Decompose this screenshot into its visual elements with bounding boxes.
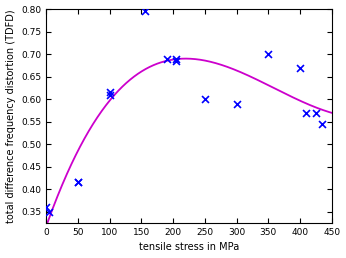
Point [174, 57, 179, 61]
Point [107, 90, 112, 94]
Point [297, 66, 303, 70]
Point [313, 111, 319, 115]
Y-axis label: total difference frequency distortion (TDFD): total difference frequency distortion (T… [6, 9, 16, 223]
Point [304, 111, 309, 115]
Point [202, 97, 208, 101]
Point [234, 102, 239, 106]
Point [75, 180, 81, 184]
X-axis label: tensile stress in MPa: tensile stress in MPa [139, 243, 239, 252]
Point [164, 57, 170, 61]
Point [142, 9, 147, 13]
Point [266, 52, 271, 56]
Point [43, 205, 49, 209]
Point [320, 122, 325, 126]
Point [46, 210, 52, 214]
Point [75, 180, 81, 184]
Point [174, 59, 179, 63]
Point [107, 93, 112, 97]
